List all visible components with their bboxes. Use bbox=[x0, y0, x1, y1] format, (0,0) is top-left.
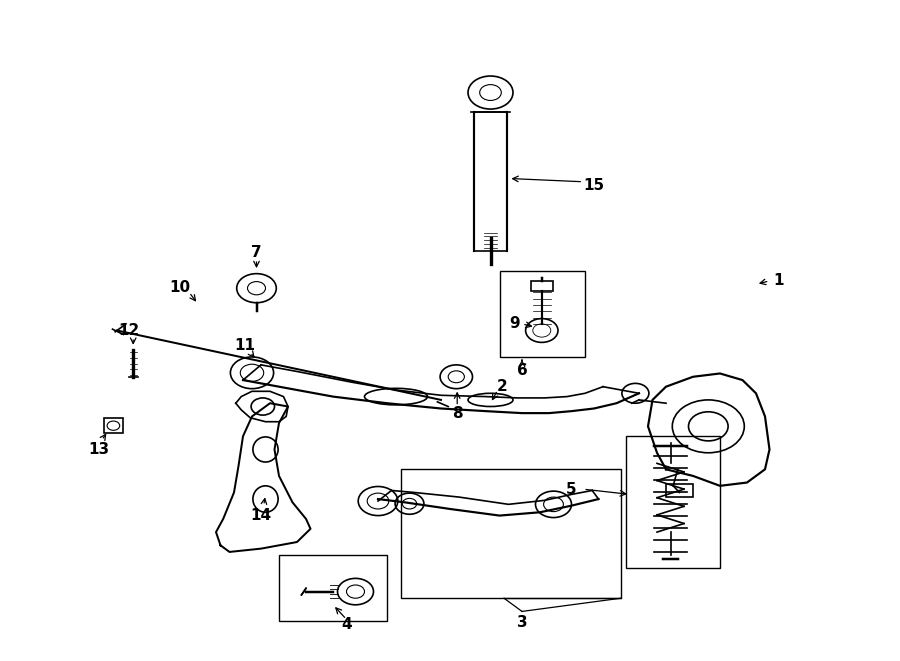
Text: 10: 10 bbox=[169, 280, 191, 295]
Text: 2: 2 bbox=[497, 379, 508, 394]
Text: 11: 11 bbox=[234, 338, 256, 353]
Text: 5: 5 bbox=[566, 482, 577, 496]
Text: 3: 3 bbox=[517, 615, 527, 630]
Text: 7: 7 bbox=[251, 245, 262, 260]
Bar bbox=[626, 436, 720, 568]
Text: 1: 1 bbox=[773, 274, 784, 288]
Text: 14: 14 bbox=[250, 508, 272, 523]
Bar bbox=[400, 469, 621, 598]
Text: 12: 12 bbox=[118, 323, 140, 338]
Text: 15: 15 bbox=[583, 178, 605, 192]
Text: 9: 9 bbox=[509, 317, 520, 331]
Bar bbox=[666, 484, 693, 497]
Text: 4: 4 bbox=[341, 617, 352, 632]
Bar bbox=[104, 418, 123, 433]
Text: 6: 6 bbox=[517, 363, 527, 377]
Bar bbox=[279, 555, 387, 621]
Text: 8: 8 bbox=[452, 406, 463, 420]
Text: 13: 13 bbox=[88, 442, 110, 457]
Bar bbox=[531, 281, 553, 291]
Bar bbox=[500, 271, 585, 357]
